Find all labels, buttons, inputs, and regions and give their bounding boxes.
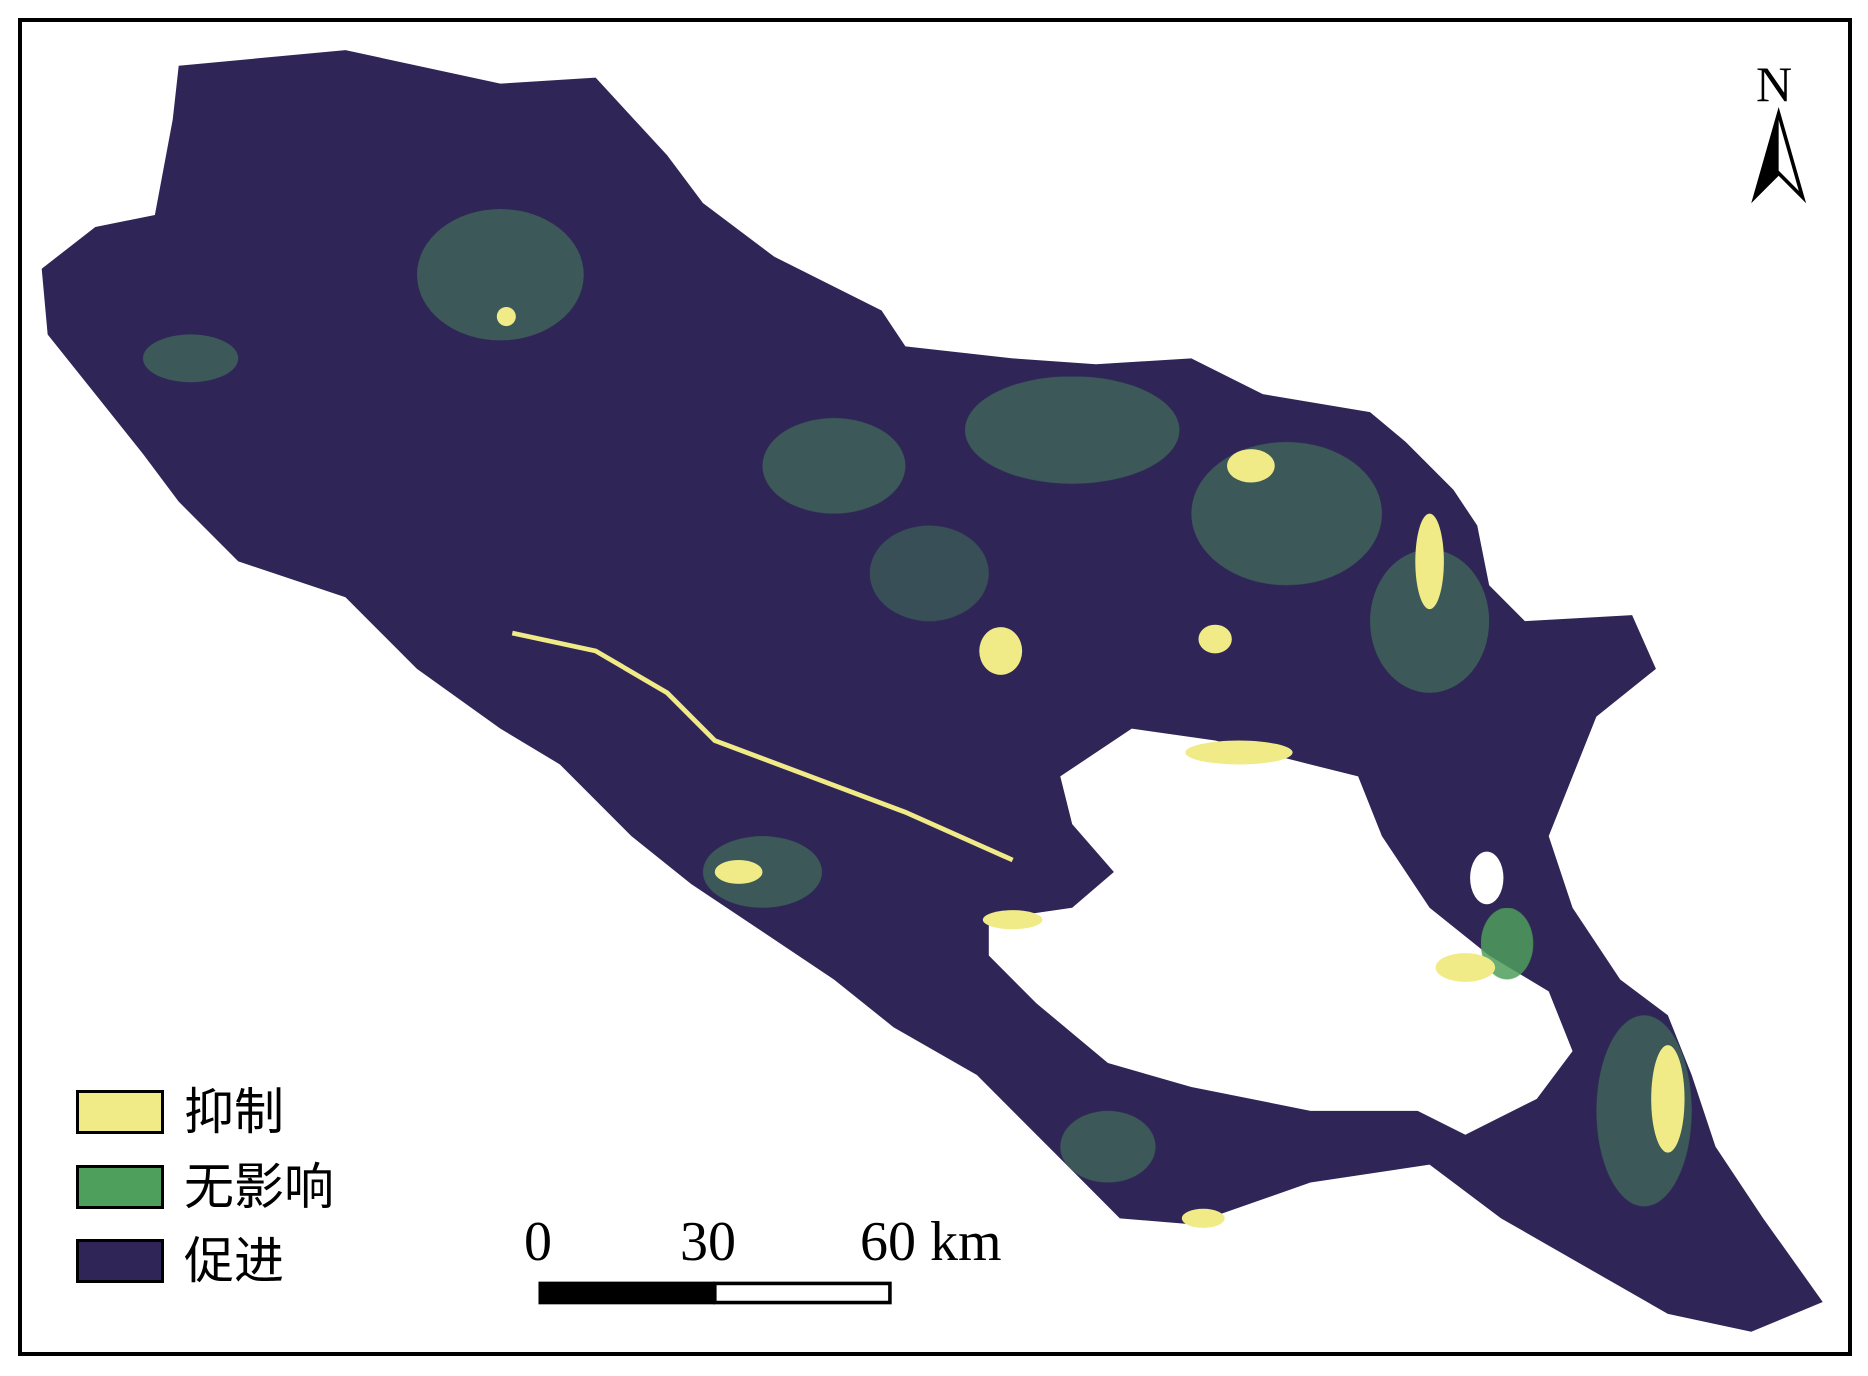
scale-label-30: 30 bbox=[680, 1211, 736, 1273]
legend-label-inhibit: 抑制 bbox=[184, 1083, 284, 1141]
legend-label-no-effect: 无影响 bbox=[184, 1158, 334, 1216]
scale-bar-black bbox=[538, 1281, 715, 1305]
legend-swatch-no-effect bbox=[76, 1165, 164, 1209]
scale-bar-white bbox=[713, 1281, 892, 1305]
scale-label-0: 0 bbox=[524, 1211, 552, 1273]
map-frame bbox=[18, 18, 1852, 1356]
basin-region-promote bbox=[41, 50, 1823, 1332]
legend-swatch-promote bbox=[76, 1239, 164, 1283]
legend-swatch-inhibit bbox=[76, 1090, 164, 1134]
inhibit-patches bbox=[496, 306, 1685, 1228]
small-lake bbox=[1470, 851, 1504, 905]
scale-label-60km: 60 km bbox=[860, 1211, 1002, 1273]
north-arrow-fill bbox=[1754, 113, 1779, 198]
north-label: N bbox=[1756, 56, 1793, 112]
legend-label-promote: 促进 bbox=[184, 1232, 284, 1290]
